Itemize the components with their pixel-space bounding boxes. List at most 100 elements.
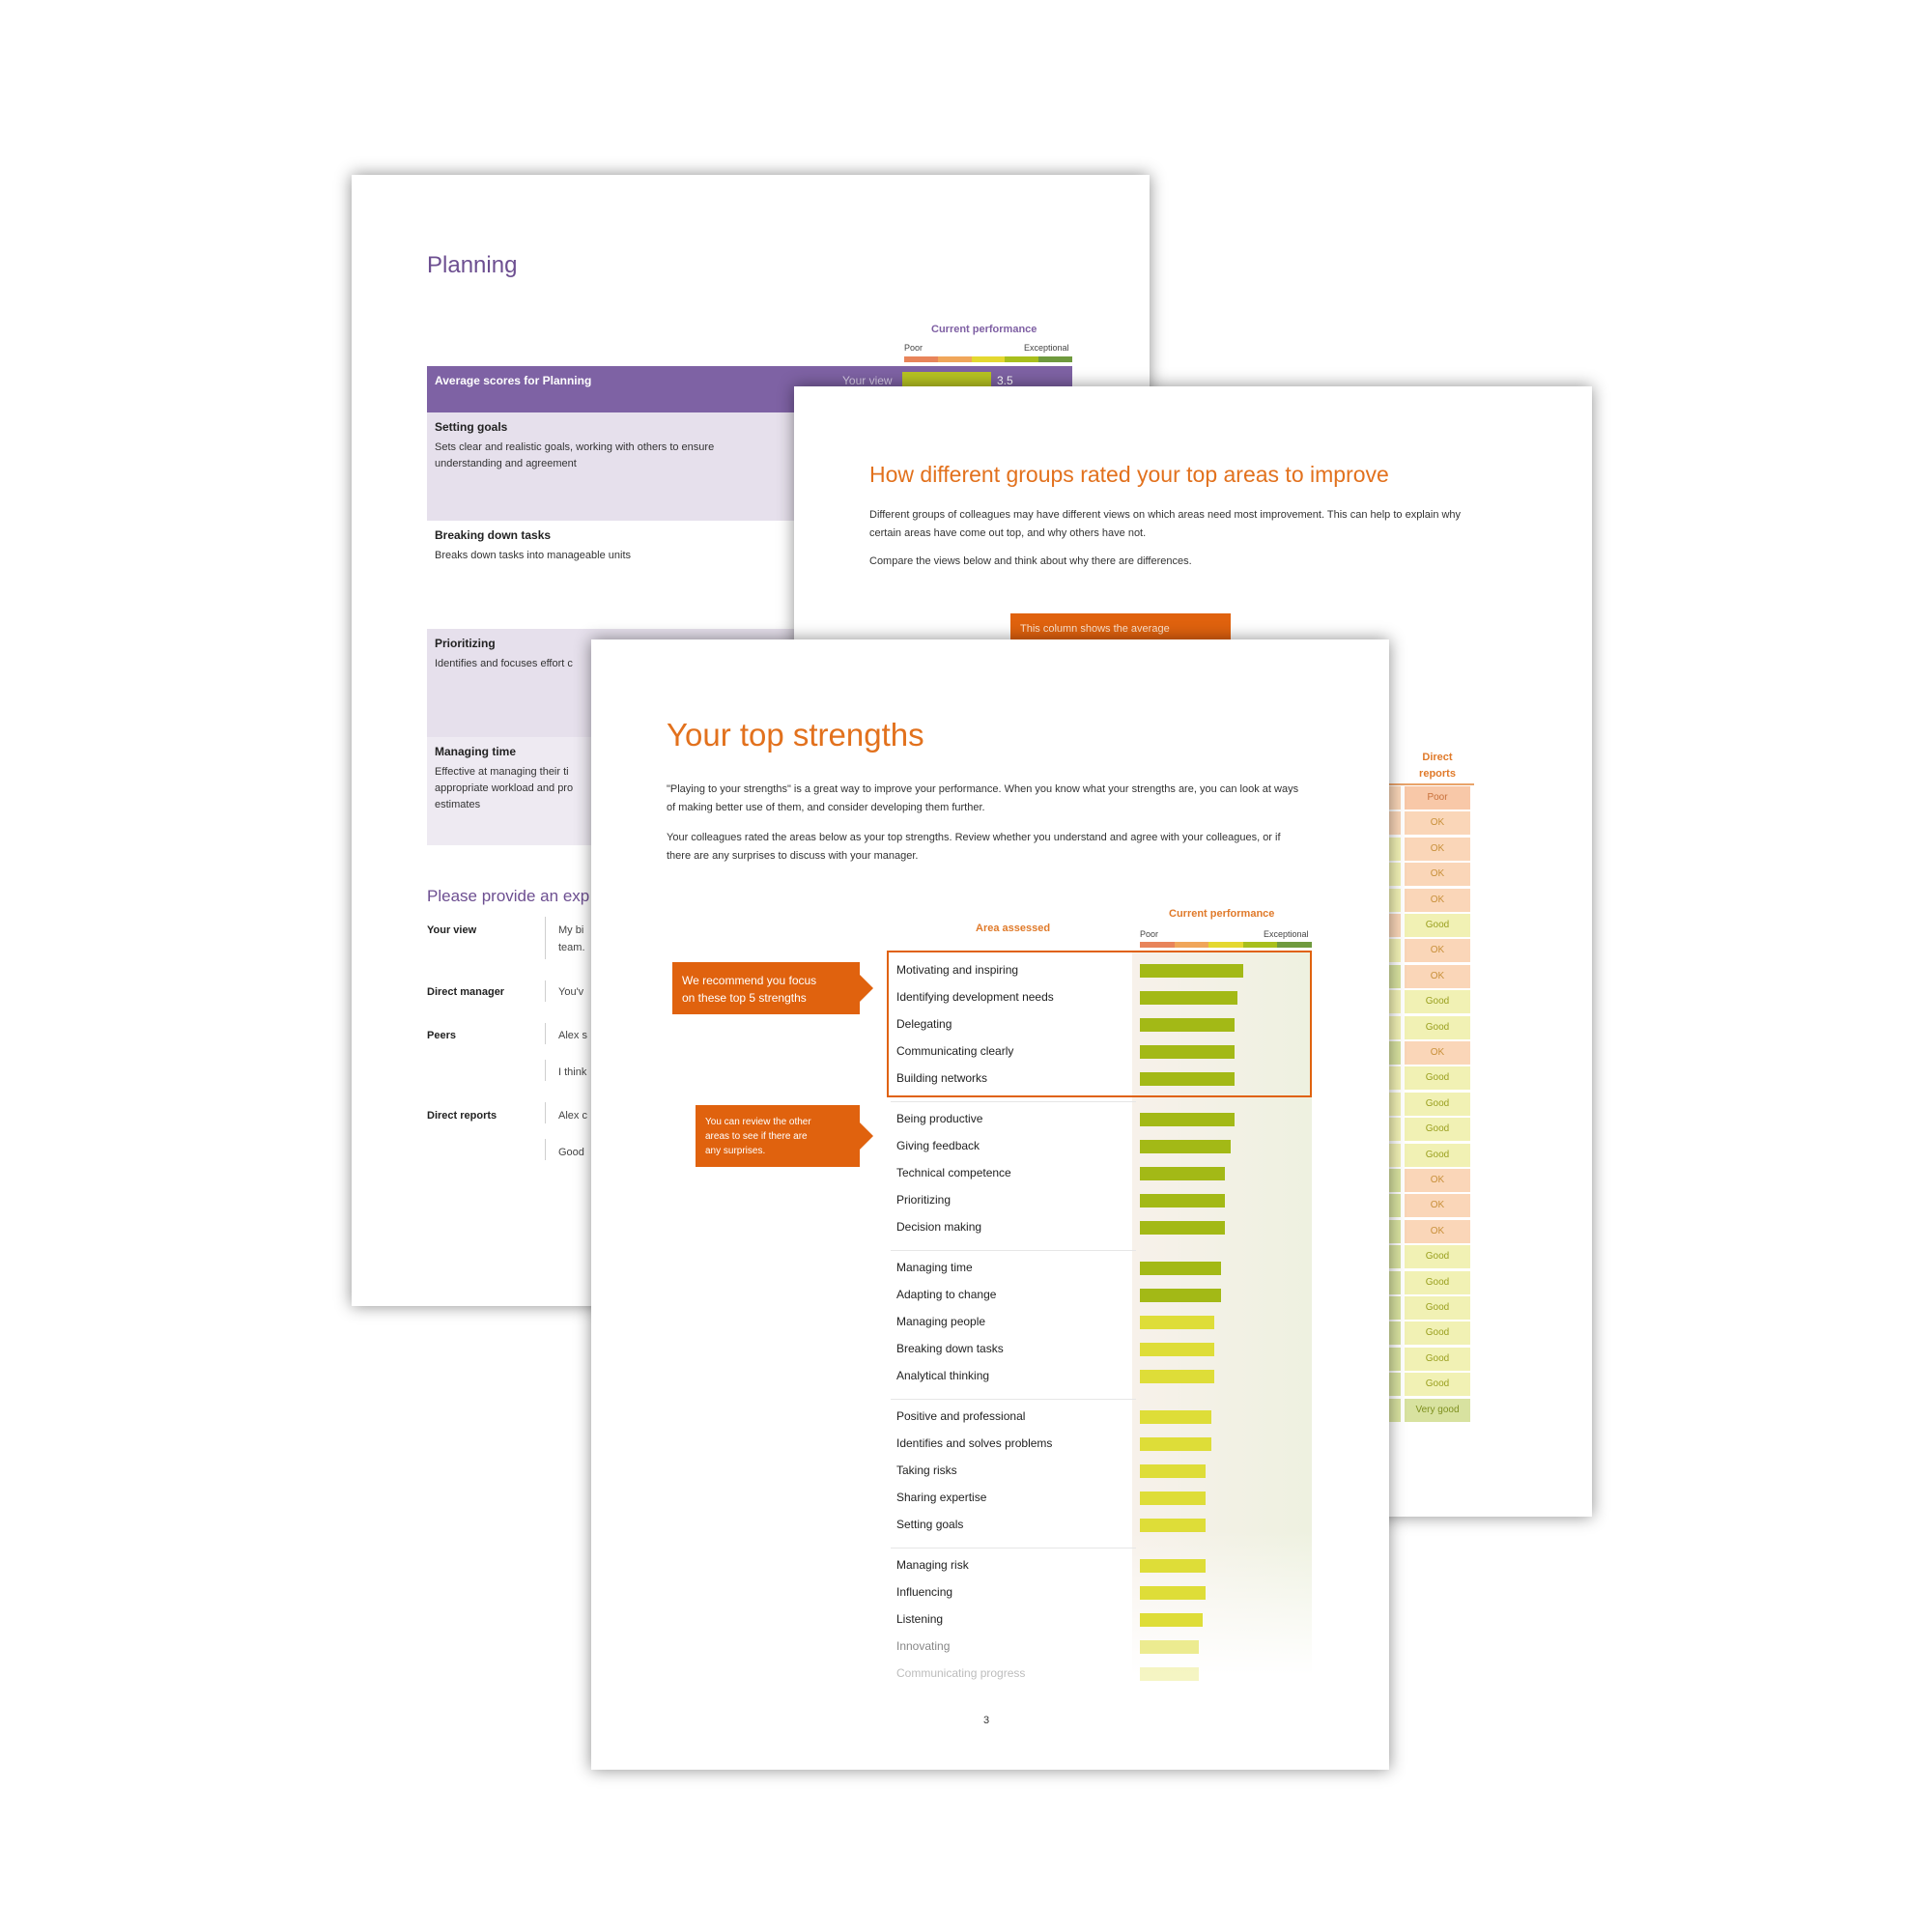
section-title: Setting goals [435, 420, 508, 434]
strength-bar [1140, 1262, 1221, 1275]
callout-line: We recommend you focus [682, 974, 817, 987]
strength-bar [1140, 1072, 1235, 1086]
rating-cell-direct-reports: OK [1405, 939, 1470, 962]
strength-bar [1140, 1667, 1199, 1681]
feedback-text: You'v [558, 986, 584, 998]
strength-bar [1140, 964, 1243, 978]
strength-label: Decision making [896, 1220, 982, 1234]
callout-review-others: You can review the other areas to see if… [696, 1105, 860, 1167]
strength-bar [1140, 1221, 1225, 1235]
strength-label: Identifying development needs [896, 990, 1054, 1004]
divider [545, 1139, 546, 1160]
rating-cell-direct-reports: OK [1405, 889, 1470, 912]
strength-bar [1140, 1289, 1221, 1302]
strength-bar [1140, 1194, 1225, 1208]
strength-label: Listening [896, 1612, 944, 1626]
divider [545, 917, 546, 959]
group-separator [891, 1250, 1136, 1251]
strength-bar [1140, 1113, 1235, 1126]
strength-label: Motivating and inspiring [896, 963, 1019, 977]
strength-bar [1140, 1167, 1225, 1180]
page-number: 3 [983, 1715, 990, 1726]
strength-bar [1140, 1316, 1214, 1329]
divider [545, 1060, 546, 1081]
feedback-text: team. [558, 942, 585, 953]
divider [545, 980, 546, 1002]
callout-arrow [860, 975, 873, 1002]
feedback-text: Alex s [558, 1030, 587, 1041]
callout-arrow [860, 1122, 873, 1150]
your-view-score: 3.5 [997, 374, 1013, 387]
strength-bar [1140, 1613, 1203, 1627]
rating-cell-direct-reports: Good [1405, 1144, 1470, 1167]
group-separator [891, 1101, 1136, 1102]
strength-label: Managing people [896, 1315, 986, 1328]
section-desc: Effective at managing their ti appropria… [435, 766, 574, 810]
strength-bar [1140, 1370, 1214, 1383]
callout-line: You can review the other [705, 1117, 811, 1127]
strength-bar [1140, 991, 1237, 1005]
current-performance-label: Current performance [1169, 908, 1275, 920]
feedback-text: I think [558, 1066, 587, 1078]
scale-exceptional-label: Exceptional [1264, 929, 1309, 939]
feedback-text: My bi [558, 924, 584, 936]
current-performance-label: Current performance [931, 324, 1037, 335]
strength-bar [1140, 1519, 1206, 1532]
strength-label: Communicating clearly [896, 1044, 1014, 1058]
callout-line: any surprises. [705, 1146, 766, 1156]
page-title: Your top strengths [667, 717, 924, 753]
divider [545, 1102, 546, 1123]
group-separator [891, 1399, 1136, 1400]
strength-label: Identifies and solves problems [896, 1436, 1053, 1450]
strengths-page: Your top strengths "Playing to your stre… [591, 639, 1389, 1770]
rating-cell-direct-reports: Good [1405, 1271, 1470, 1294]
feedback-label: Direct manager [427, 986, 505, 998]
your-view-label: Your view [842, 374, 893, 387]
rating-cell-direct-reports: OK [1405, 1041, 1470, 1065]
strengths-list: Motivating and inspiring Identifying deve… [591, 639, 1389, 1702]
rating-cell-direct-reports: Good [1405, 1016, 1470, 1039]
review-paragraph: Your colleagues rated the areas below as… [667, 832, 1281, 862]
strength-label: Managing time [896, 1261, 973, 1274]
rating-cell-direct-reports: OK [1405, 965, 1470, 988]
rating-cell-direct-reports: Good [1405, 1321, 1470, 1345]
strength-bar [1140, 1343, 1214, 1356]
strength-bar [1140, 1410, 1211, 1424]
strength-label: Communicating progress [896, 1666, 1026, 1680]
rating-cell-direct-reports: Good [1405, 1296, 1470, 1320]
strength-bar [1140, 1559, 1206, 1573]
strength-bar [1140, 1586, 1206, 1600]
top-five-highlight [887, 951, 1312, 1097]
feedback-label: Direct reports [427, 1110, 497, 1122]
strength-bar [1140, 1045, 1235, 1059]
rating-cell-direct-reports: OK [1405, 1194, 1470, 1217]
rating-cell-direct-reports: OK [1405, 1169, 1470, 1192]
column-header-line: Direct [1422, 752, 1453, 763]
rating-cell-direct-reports: OK [1405, 811, 1470, 835]
compare-paragraph: Compare the views below and think about … [869, 555, 1192, 567]
strength-label: Building networks [896, 1071, 988, 1085]
rating-cell-direct-reports: Poor [1405, 786, 1470, 810]
strength-label: Influencing [896, 1585, 953, 1599]
strength-label: Delegating [896, 1017, 952, 1031]
callout-top-five: We recommend you focus on these top 5 st… [672, 962, 860, 1014]
strength-label: Prioritizing [896, 1193, 952, 1207]
intro-paragraph: Different groups of colleagues may have … [869, 509, 1462, 539]
strength-label: Positive and professional [896, 1409, 1026, 1423]
intro-paragraph: "Playing to your strengths" is a great w… [667, 783, 1299, 813]
strength-label: Breaking down tasks [896, 1342, 1004, 1355]
section-title: Prioritizing [435, 637, 496, 650]
strength-label: Analytical thinking [896, 1369, 990, 1382]
strength-label: Taking risks [896, 1463, 957, 1477]
section-title: Managing time [435, 745, 517, 758]
strength-bar [1140, 1640, 1199, 1654]
page-title: Planning [427, 252, 518, 278]
scale-exceptional-label: Exceptional [1024, 343, 1069, 353]
rating-cell-direct-reports: OK [1405, 838, 1470, 861]
strength-label: Innovating [896, 1639, 951, 1653]
section-desc: Identifies and focuses effort c [435, 658, 573, 669]
rating-cell-direct-reports: Very good [1405, 1399, 1470, 1422]
scale-poor-label: Poor [1140, 929, 1159, 939]
rating-cell-direct-reports: Good [1405, 1118, 1470, 1141]
rating-cell-direct-reports: Good [1405, 1373, 1470, 1396]
